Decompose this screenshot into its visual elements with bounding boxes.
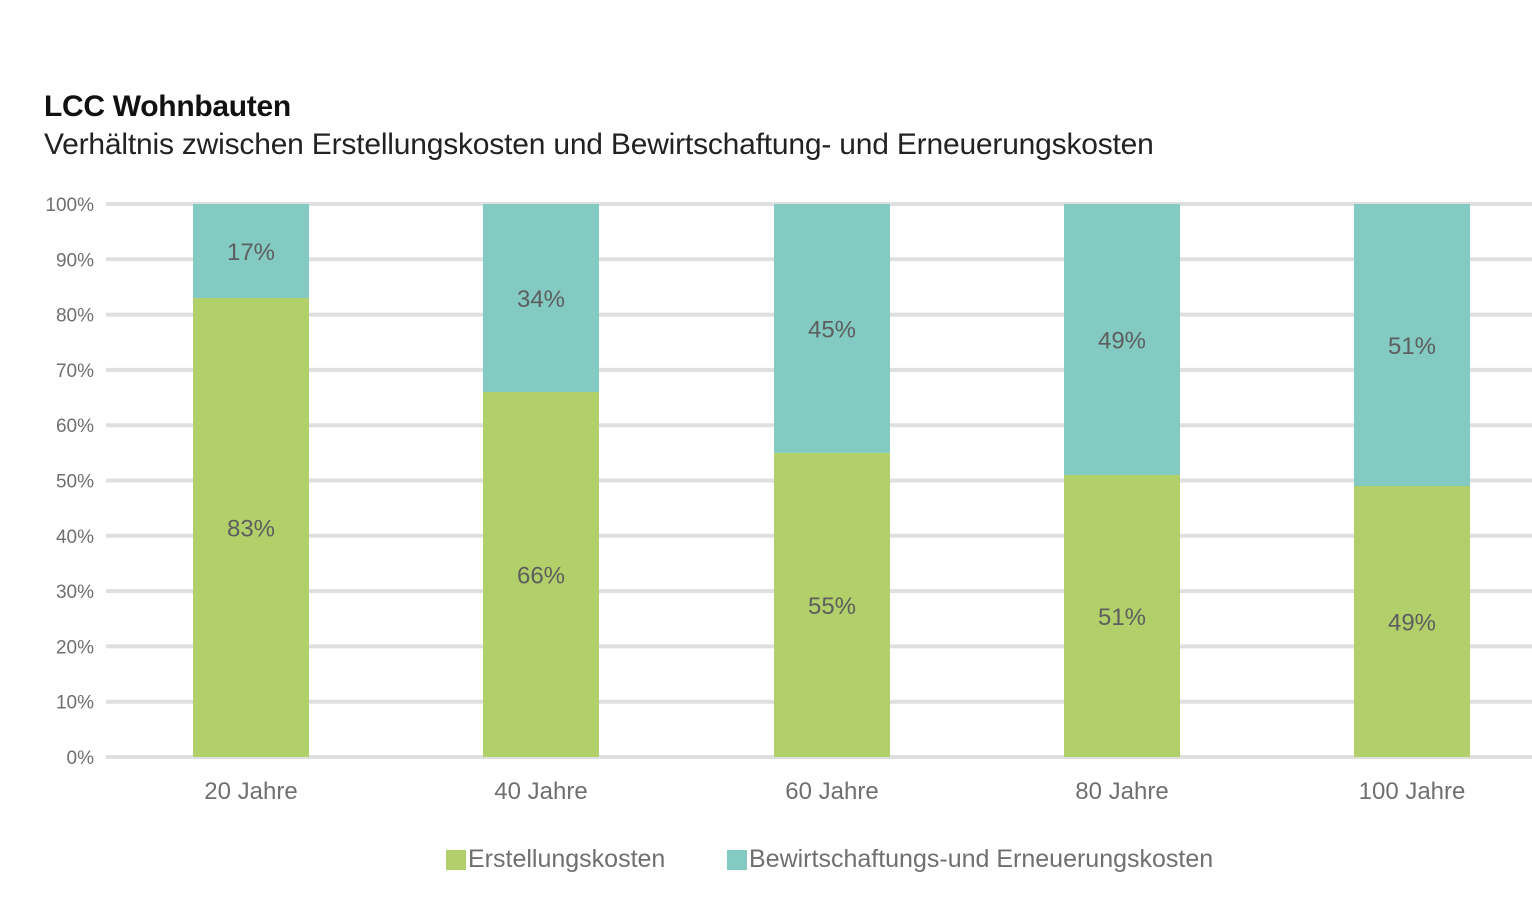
legend-swatch-bewirtschaftung [727,849,747,870]
x-category-label: 60 Jahre [785,778,878,805]
bar-segment-erstellungskosten [774,452,890,757]
legend-label-bewirtschaftung: Bewirtschaftungs-und Erneuerungskosten [749,845,1214,873]
data-label: 45% [808,316,856,343]
bar-segment-erstellungskosten [193,298,309,757]
data-label: 83% [227,516,275,543]
chart-title: LCC Wohnbauten [44,90,291,123]
bar-segment-erstellungskosten [483,392,599,757]
y-tick-label: 10% [56,693,94,714]
legend-swatch-erstellungskosten [446,849,466,870]
bar-segment-bewirtschaftung [774,204,890,453]
x-category-label: 100 Jahre [1359,778,1466,805]
data-label: 49% [1098,327,1146,354]
data-label: 34% [517,286,565,313]
y-tick-label: 0% [67,748,95,769]
y-tick-label: 50% [56,472,94,493]
data-label: 55% [808,593,856,620]
bar-segment-bewirtschaftung [483,204,599,393]
data-label: 17% [227,239,275,266]
y-tick-label: 20% [56,637,94,658]
y-tick-label: 60% [56,416,94,437]
y-axis-ticks: 0% 10% 20% 30% 40% 50% 60% 70% 80% 90% 100% [45,195,94,769]
bar-segment-erstellungskosten [1064,474,1180,757]
bar-segment-erstellungskosten [1354,486,1470,757]
bar-segment-bewirtschaftung [1064,204,1180,475]
y-tick-label: 90% [56,250,94,271]
bar-segment-bewirtschaftung [193,204,309,299]
x-category-label: 80 Jahre [1075,778,1168,805]
y-tick-label: 80% [56,306,94,327]
bar-segment-bewirtschaftung [1354,204,1470,487]
legend-item-erstellungskosten: Erstellungskosten [446,845,665,874]
data-label: 66% [517,563,565,590]
x-axis-labels: 20 Jahre 40 Jahre 60 Jahre 80 Jahre 100 Jahr… [204,778,1465,805]
y-tick-label: 100% [45,195,94,216]
y-tick-label: 40% [56,527,94,548]
legend-label-erstellungskosten: Erstellungskosten [468,845,666,873]
chart-subtitle: Verhältnis zwischen Erstellungskosten un… [44,128,1154,161]
data-label: 51% [1388,333,1436,360]
data-label: 51% [1098,604,1146,631]
y-tick-label: 70% [56,361,94,382]
data-label: 49% [1388,610,1436,637]
x-category-label: 20 Jahre [204,778,297,805]
x-category-label: 40 Jahre [494,778,587,805]
bars: 83% 17% 66% 34% 55% 45% 51% 49% 49% 51% [193,204,1470,757]
y-tick-label: 30% [56,582,94,603]
legend-item-bewirtschaftung: Bewirtschaftungs-und Erneuerungskosten [727,845,1213,874]
